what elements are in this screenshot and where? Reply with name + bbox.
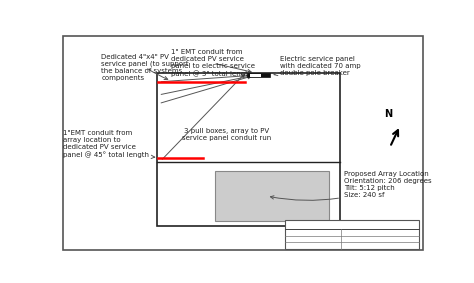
Bar <box>246 73 271 77</box>
Text: 3 pull boxes, array to PV
service panel conduit run: 3 pull boxes, array to PV service panel … <box>182 128 271 141</box>
Text: 1" EMT conduit from
dedicated PV service
panel to electric service
panel @ 3" to: 1" EMT conduit from dedicated PV service… <box>171 49 255 77</box>
Text: Proposed Array Location
Orientation: 206 degrees
Tilt: 5:12 pitch
Size: 240 sf: Proposed Array Location Orientation: 206… <box>270 171 431 200</box>
Bar <box>215 171 329 221</box>
Text: N: N <box>384 109 392 119</box>
Bar <box>250 74 261 77</box>
Bar <box>156 73 340 226</box>
Text: Title: Sample Site Diagram: Title: Sample Site Diagram <box>288 222 401 231</box>
Text: Dedicated 4"x4" PV
service panel (to support
the balance of systems
components: Dedicated 4"x4" PV service panel (to sup… <box>101 53 189 81</box>
Text: Electric service panel
with dedicated 70 amp
double pole breaker: Electric service panel with dedicated 70… <box>274 56 360 76</box>
Bar <box>285 220 419 248</box>
Text: 1"EMT conduit from
array location to
dedicated PV service
panel @ 45° total leng: 1"EMT conduit from array location to ded… <box>63 130 155 158</box>
